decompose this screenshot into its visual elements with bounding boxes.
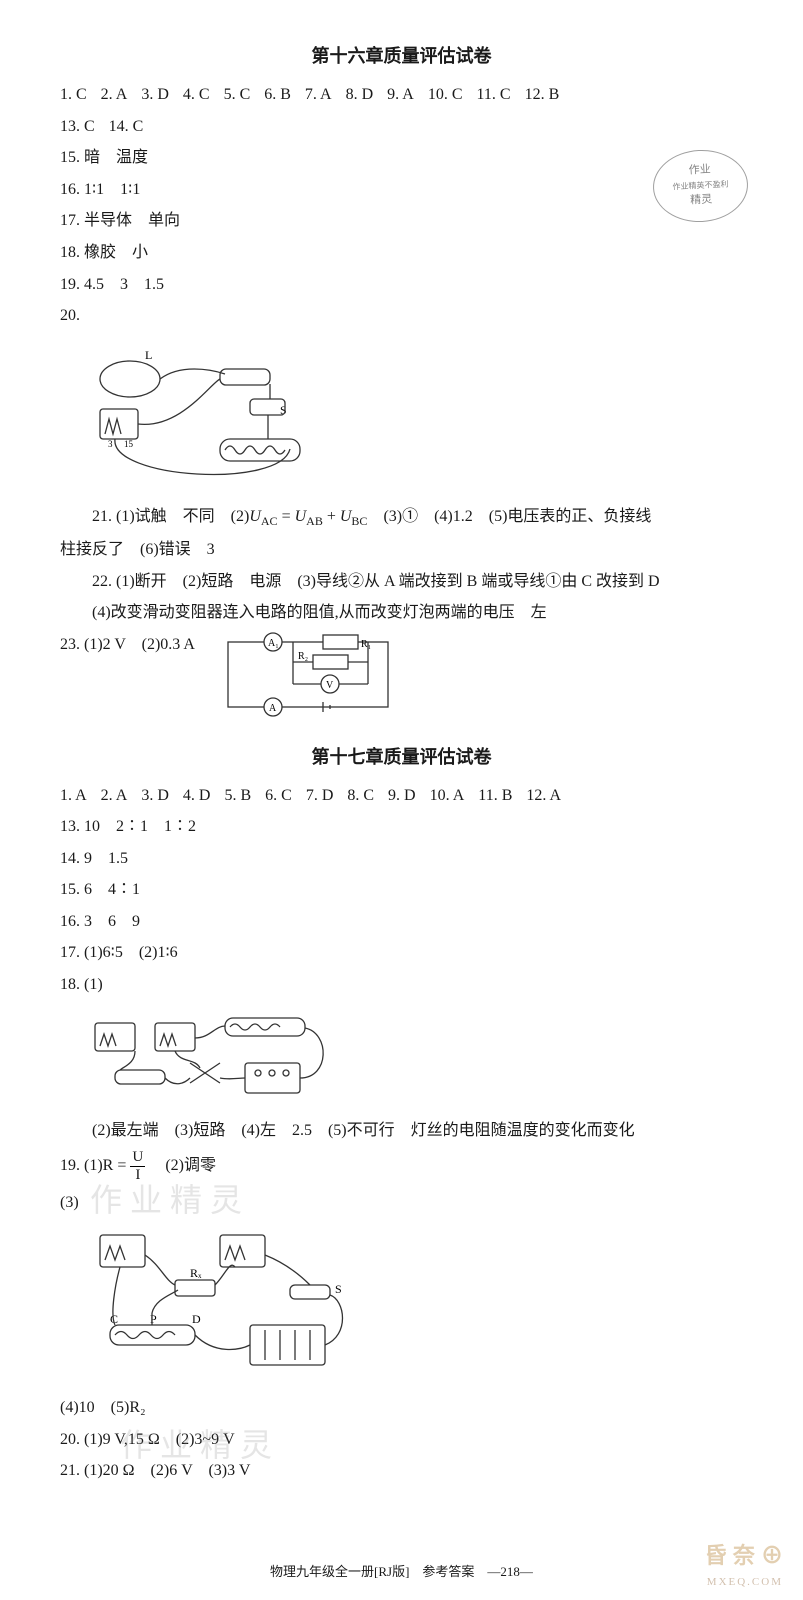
ch16-q18: 18. 橡胶 小 xyxy=(60,240,743,266)
ch17-q19a: 19. (1)R = xyxy=(60,1157,126,1174)
ch17-mc-row1: 1. A 2. A 3. D 4. D 5. B 6. C 7. D 8. C 9. D 10. … xyxy=(60,783,743,809)
mc-answer: 13. C xyxy=(60,118,95,135)
corner-watermark-url: MXEQ.COM xyxy=(707,1576,783,1588)
mc-answer: 14. C xyxy=(109,118,144,135)
ch17-q18-label: 18. (1) xyxy=(60,972,743,998)
ch17-q16: 16. 3 6 9 xyxy=(60,909,743,935)
mc-answer: 5. C xyxy=(224,86,251,103)
ch16-q23-row: 23. (1)2 V (2)0.3 A A₁ R₁ R₂ V A xyxy=(60,632,743,731)
mc-answer: 12. A xyxy=(526,787,561,804)
mc-answer: 12. B xyxy=(525,86,560,103)
label-V: V xyxy=(326,680,334,691)
mc-answer: 1. C xyxy=(60,86,87,103)
ch16-q19: 19. 4.5 3 1.5 xyxy=(60,272,743,298)
frac-num: U xyxy=(130,1149,145,1167)
ch17-q19-circuit-diagram: Rₓ S C P D xyxy=(80,1225,380,1385)
ch17-q19c: (3) xyxy=(60,1190,743,1216)
ch17-title: 第十七章质量评估试卷 xyxy=(60,743,743,769)
mc-answer: 2. A xyxy=(101,787,128,804)
ch17-q21: 21. (1)20 Ω (2)6 V (3)3 V xyxy=(60,1458,743,1484)
label-A1: A₁ xyxy=(268,638,279,649)
mc-answer: 4. C xyxy=(183,86,210,103)
meter-15: 15 xyxy=(124,439,134,449)
ch16-q21-cont: 柱接反了 (6)错误 3 xyxy=(60,537,743,563)
ch16-q17: 17. 半导体 单向 xyxy=(60,208,743,234)
mc-answer: 7. A xyxy=(305,86,332,103)
page-footer: 物理九年级全一册[RJ版] 参考答案 —218— xyxy=(60,1561,743,1580)
mc-answer: 9. A xyxy=(387,86,414,103)
mc-answer: 9. D xyxy=(388,787,416,804)
ch16-title: 第十六章质量评估试卷 xyxy=(60,42,743,68)
ch16-mc-row1: 1. C 2. A 3. D 4. C 5. C 6. B 7. A 8. D 9. A 10. … xyxy=(60,82,743,108)
label-Rx: Rₓ xyxy=(190,1266,202,1280)
ch17-q19-line: 19. (1)R = U I (2)调零 xyxy=(60,1149,743,1183)
mc-answer: 6. B xyxy=(264,86,291,103)
label-P: P xyxy=(150,1312,157,1326)
label-A: A xyxy=(269,703,277,714)
ch17-q15: 15. 6 4∶1 xyxy=(60,877,743,903)
ch16-q22b: (4)改变滑动变阻器连入电路的阻值,从而改变灯泡两端的电压 左 xyxy=(60,600,743,626)
mc-answer: 2. A xyxy=(101,86,128,103)
ch16-q23-circuit-diagram: A₁ R₁ R₂ V A xyxy=(218,632,398,731)
mc-answer: 11. C xyxy=(477,86,511,103)
ch17-q17: 17. (1)6∶5 (2)1∶6 xyxy=(60,940,743,966)
mc-answer: 7. D xyxy=(306,787,334,804)
ch16-q23: 23. (1)2 V (2)0.3 A xyxy=(60,636,194,653)
mc-answer: 3. D xyxy=(141,787,169,804)
ch16-q20-circuit-diagram: L S 3 15 xyxy=(80,339,330,494)
label-R2: R₂ xyxy=(298,651,308,662)
frac-den: I xyxy=(130,1167,145,1184)
mc-answer: 3. D xyxy=(141,86,169,103)
seal-line1: 作业 xyxy=(688,161,711,180)
label-L: L xyxy=(145,348,152,362)
mc-answer: 8. D xyxy=(346,86,374,103)
ch17-q14: 14. 9 1.5 xyxy=(60,846,743,872)
mc-answer: 11. B xyxy=(478,787,512,804)
ch17-q20: 20. (1)9 V,15 Ω (2)3~9 V xyxy=(60,1427,743,1453)
ch16-q21-text: 21. (1)试触 不同 (2)UAC = UAB + UBC (3)① (4)… xyxy=(92,508,651,525)
label-S: S xyxy=(335,1282,342,1296)
meter-3: 3 xyxy=(108,439,113,449)
mc-answer: 6. C xyxy=(265,787,292,804)
ch16-q15: 15. 暗 温度 xyxy=(60,145,743,171)
ch16-q22a: 22. (1)断开 (2)短路 电源 (3)导线②从 A 端改接到 B 端或导线… xyxy=(60,569,743,595)
mc-answer: 1. A xyxy=(60,787,87,804)
ch17-q19b: (2)调零 xyxy=(149,1157,216,1174)
mc-answer: 5. B xyxy=(224,787,251,804)
ch16-q16: 16. 1∶1 1∶1 xyxy=(60,177,743,203)
corner-watermark-brand: 昏 奈 ⊕ xyxy=(705,1538,783,1570)
mc-answer: 4. D xyxy=(183,787,211,804)
ch17-q19d: (4)10 (5)R₂ xyxy=(60,1395,743,1421)
mc-answer: 8. C xyxy=(347,787,374,804)
ch17-q18b: (2)最左端 (3)短路 (4)左 2.5 (5)不可行 灯丝的电阻随温度的变化… xyxy=(60,1118,743,1144)
mc-answer: 10. C xyxy=(428,86,463,103)
label-R1: R₁ xyxy=(361,639,371,650)
fraction-U-over-I: U I xyxy=(130,1149,145,1183)
ch17-q13: 13. 10 2∶1 1∶2 xyxy=(60,814,743,840)
label-D: D xyxy=(192,1312,201,1326)
ch17-q18-circuit-diagram xyxy=(80,1008,360,1108)
ch16-q20-label: 20. xyxy=(60,303,743,329)
ch16-q21: 21. (1)试触 不同 (2)UAC = UAB + UBC (3)① (4)… xyxy=(60,504,743,531)
seal-line3: 精灵 xyxy=(690,192,713,211)
ch16-mc-row2: 13. C 14. C xyxy=(60,114,743,140)
mc-answer: 10. A xyxy=(430,787,465,804)
